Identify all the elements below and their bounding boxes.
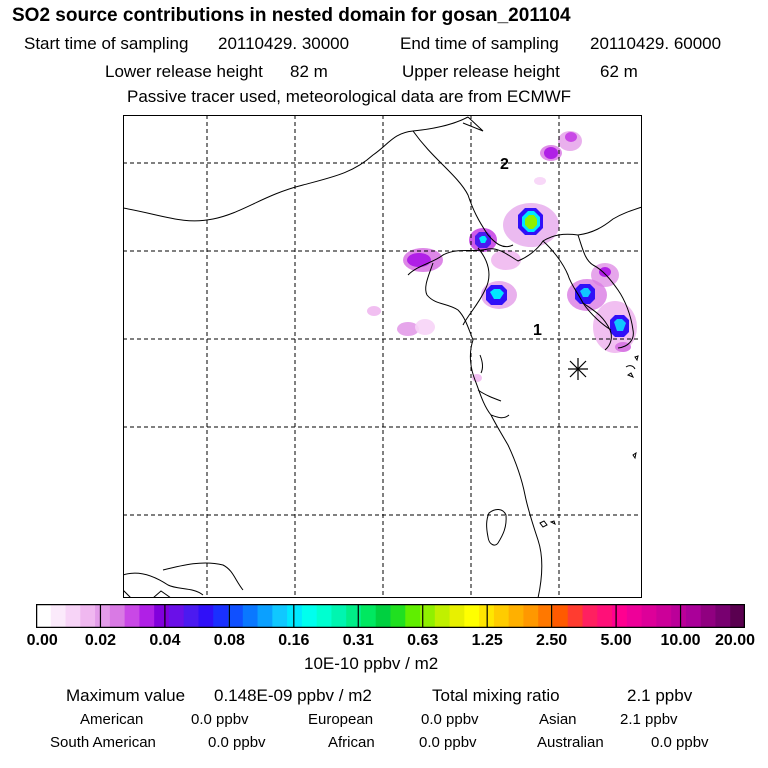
colorbar-tick-label: 10.00 (660, 632, 701, 649)
colorbar-cell (198, 604, 214, 628)
colorbar-tick-label: 1.25 (471, 632, 503, 649)
colorbar-cell (538, 604, 554, 628)
receptor-star-icon (568, 358, 588, 380)
chart-title: SO2 source contributions in nested domai… (12, 5, 571, 26)
colorbar-cell (331, 604, 347, 628)
max-value: 0.148E-09 ppbv / m2 (214, 686, 372, 705)
colorbar-cell (626, 604, 643, 628)
colorbar-cell (390, 604, 406, 628)
colorbar-cell (715, 604, 731, 628)
region-american-label: American (80, 711, 144, 728)
colorbar-cell (168, 604, 185, 628)
region-australian-value: 0.0 ppbv (651, 734, 709, 751)
coastlines (123, 116, 642, 598)
colorbar-frame (36, 604, 745, 628)
end-time-value: 20110429. 60000 (590, 34, 722, 53)
total-mixing-label: Total mixing ratio (432, 686, 560, 705)
region-asian-value: 2.1 ppbv (620, 711, 678, 728)
end-time-label: End time of sampling (400, 34, 559, 53)
colorbar-cell (449, 604, 465, 628)
colorbar-cell (50, 604, 67, 628)
upper-height-label: Upper release height (402, 62, 560, 81)
region-african-value: 0.0 ppbv (419, 734, 477, 751)
colorbar-cell (95, 604, 111, 628)
colorbar-tick-label: 20.00 (714, 632, 756, 649)
colorbar-unit: 10E-10 ppbv / m2 (304, 654, 439, 673)
colorbar-cell (36, 604, 52, 628)
colorbar-cell (287, 604, 303, 628)
colorbar-tick-label: 0.08 (213, 632, 245, 649)
region-european-label: European (308, 711, 374, 728)
region-european-value: 0.0 ppbv (421, 711, 479, 728)
colorbar-cell (183, 604, 200, 628)
region-south-american-label: South American (50, 734, 156, 751)
colorbar-cell (154, 604, 170, 628)
colorbar-tick-label: 0.02 (84, 632, 117, 649)
colorbar-cell (523, 604, 539, 628)
start-time-label: Start time of sampling (24, 34, 189, 53)
max-value-label: Maximum value (66, 686, 186, 705)
colorbar-cell (671, 604, 687, 628)
colorbar-cell (375, 604, 392, 628)
colorbar-cell (139, 604, 155, 628)
map-frame (123, 115, 642, 598)
colorbar-cell (316, 604, 333, 628)
colorbar-cell (597, 604, 613, 628)
colorbar-tick-label: 0.00 (26, 632, 58, 649)
colorbar-cell (493, 604, 510, 628)
colorbar-cell (124, 604, 140, 628)
colorbar-cell (612, 604, 628, 628)
start-time-value: 20110429. 30000 (218, 34, 350, 53)
grid-label-1: 1 (533, 322, 542, 339)
colorbar-cell (700, 604, 717, 628)
colorbar (36, 604, 745, 628)
plume-cores (407, 132, 631, 352)
colorbar-tick-label: 0.16 (278, 632, 310, 649)
colorbar-cell (567, 604, 584, 628)
colorbar-cell (464, 604, 480, 628)
colorbar-cell (257, 604, 273, 628)
region-south-american-value: 0.0 ppbv (208, 734, 266, 751)
colorbar-cell (65, 604, 81, 628)
colorbar-cell (360, 604, 377, 628)
tracer-note: Passive tracer used, meteorological data… (127, 87, 572, 106)
lat-lon-grid (123, 115, 642, 598)
upper-height-value: 62 m (600, 62, 638, 81)
colorbar-tick-label: 5.00 (600, 632, 632, 649)
colorbar-cell (346, 604, 362, 628)
map-plot: 2 1 (123, 115, 642, 598)
total-mixing-value: 2.1 ppbv (627, 686, 693, 705)
colorbar-cell (80, 604, 96, 628)
region-african-label: African (328, 734, 375, 751)
lower-height-value: 82 m (290, 62, 328, 81)
colorbar-cell (582, 604, 598, 628)
colorbar-cell (420, 604, 436, 628)
region-asian-label: Asian (539, 711, 577, 728)
lower-height-label: Lower release height (105, 62, 263, 81)
colorbar-cell (508, 604, 525, 628)
colorbar-cell (405, 604, 421, 628)
colorbar-tick-label: 0.31 (342, 632, 374, 649)
region-australian-label: Australian (537, 734, 604, 751)
colorbar-cell (552, 604, 569, 628)
colorbar-cell (656, 604, 672, 628)
colorbar-cell (109, 604, 126, 628)
colorbar-tick-label: 0.63 (407, 632, 439, 649)
colorbar-tick-label: 2.50 (536, 632, 568, 649)
colorbar-cell (242, 604, 259, 628)
colorbar-cell (730, 604, 745, 628)
colorbar-cell (641, 604, 657, 628)
grid-label-2: 2 (500, 156, 509, 173)
colorbar-tick-label: 0.04 (149, 632, 181, 649)
colorbar-cell (272, 604, 288, 628)
colorbar-cell (685, 604, 702, 628)
colorbar-cell (301, 604, 318, 628)
colorbar-cell (228, 604, 244, 628)
colorbar-cell (213, 604, 229, 628)
region-american-value: 0.0 ppbv (191, 711, 249, 728)
colorbar-cell (434, 604, 451, 628)
